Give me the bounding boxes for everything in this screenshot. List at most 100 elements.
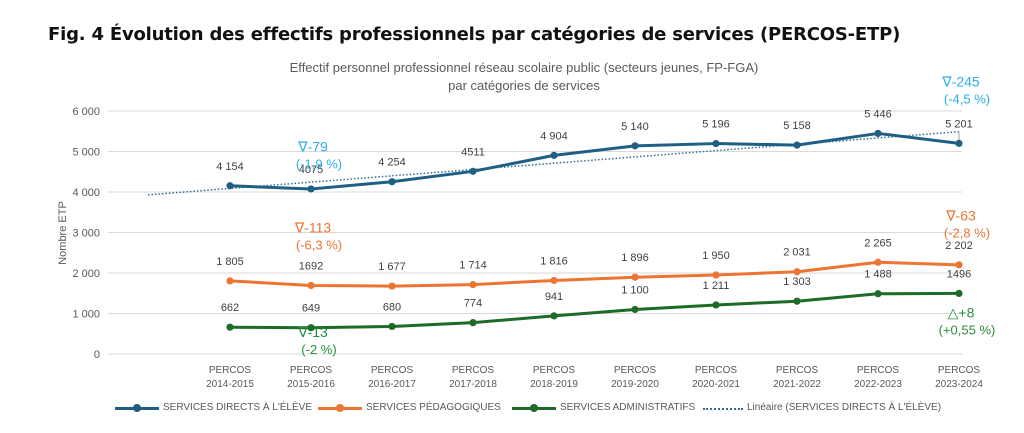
data-label: 2 265: [864, 237, 892, 249]
annotation-percent: (+0,55 %): [939, 323, 996, 338]
legend-label: SERVICES ADMINISTRATIFS: [560, 402, 696, 413]
data-point: [226, 323, 234, 331]
x-tick-line1: PERCOS: [695, 365, 738, 376]
series-line: [229, 291, 960, 330]
series-line: [229, 131, 960, 191]
x-tick-line2: 2023-2024: [935, 379, 983, 390]
data-point: [712, 301, 720, 309]
x-tick-label: PERCOS 2017-2018: [449, 365, 497, 390]
data-label: 5 140: [621, 121, 649, 133]
annotation: △+8 (+0,55 %): [939, 305, 996, 338]
y-tick-label: 2 000: [72, 268, 100, 280]
data-label: 1 896: [621, 252, 649, 264]
data-label: 1 677: [378, 261, 406, 273]
annotation-percent: (-4,5 %): [944, 92, 990, 107]
y-tick-label: 5 000: [72, 147, 100, 159]
annotation: ∇-79 (-1,9 %): [296, 139, 342, 172]
data-label: 4075: [299, 164, 323, 176]
legend: SERVICES DIRECTS À L'ÉLÈVE SERVICES PÉDA…: [0, 402, 1024, 418]
series-3: [226, 289, 963, 332]
data-label: 941: [545, 291, 563, 303]
data-label: 649: [302, 303, 320, 315]
data-point: [712, 271, 720, 279]
data-point: [307, 281, 315, 290]
annotation-delta: ∇-63: [945, 207, 976, 223]
data-point: [793, 268, 801, 276]
annotation-percent: (-6,3 %): [296, 238, 342, 253]
data-label: 4 904: [540, 130, 568, 142]
data-label: 1 805: [216, 256, 244, 268]
line-chart: 0 1 000 2 000 3 000 4 000 5 000 6 000 Nombre E…: [57, 74, 996, 390]
data-point: [955, 261, 963, 269]
annotation-delta: ∇-245: [941, 74, 980, 90]
x-tick-label: PERCOS 2014-2015: [206, 365, 254, 390]
x-tick-label: PERCOS 2021-2022: [773, 365, 821, 390]
annotation-delta: △+8: [948, 305, 975, 321]
annotations: ∇-79(-1,9 %) ∇-245 (-4,5 %) ∇-113 (-6,3 %) ∇-…: [294, 74, 996, 357]
data-point: [955, 289, 963, 298]
data-label: 774: [464, 298, 482, 310]
legend-label: Linéaire (SERVICES DIRECTS À L'ÉLÈVE): [747, 402, 942, 413]
data-label: 2 202: [945, 240, 973, 252]
y-axis-ticks: 0 1 000 2 000 3 000 4 000 5 000 6 000: [72, 106, 100, 361]
data-point: [388, 282, 396, 290]
annotation-percent: (-2 %): [301, 342, 336, 357]
data-label: 1 816: [540, 255, 568, 267]
data-label: 5 446: [864, 108, 892, 120]
legend-swatch: [512, 403, 556, 413]
x-tick-line1: PERCOS: [533, 365, 576, 376]
data-point: [874, 290, 882, 298]
data-label: 4 154: [216, 161, 244, 173]
x-tick-line2: 2014-2015: [206, 379, 254, 390]
legend-item-services-administratifs[interactable]: SERVICES ADMINISTRATIFS: [512, 402, 695, 413]
annotation-delta: ∇-13: [297, 324, 328, 340]
data-label: 2 031: [783, 247, 811, 259]
x-tick-label: PERCOS 2023-2024: [935, 365, 983, 390]
annotation: ∇-13 (-2 %): [297, 324, 337, 357]
data-point: [550, 151, 558, 159]
data-point: [955, 139, 963, 147]
legend-swatch: [703, 403, 743, 413]
data-point: [388, 178, 396, 186]
chart-subtitle: par catégories de services: [448, 78, 600, 93]
x-tick-line2: 2020-2021: [692, 379, 740, 390]
annotation-percent: (-2,8 %): [944, 225, 990, 240]
data-point: [793, 141, 801, 149]
data-point: [307, 185, 315, 193]
annotation: ∇-245 (-4,5 %): [941, 74, 990, 107]
legend-item-services-pedagogiques[interactable]: SERVICES PÉDAGOGIQUES: [318, 402, 501, 413]
y-tick-label: 4 000: [72, 187, 100, 199]
annotation-delta: ∇-79: [297, 139, 328, 155]
data-label: 1 950: [702, 250, 730, 262]
data-point: [631, 142, 639, 150]
data-label: 1 488: [864, 269, 892, 281]
x-tick-line2: 2016-2017: [368, 379, 416, 390]
legend-label: SERVICES DIRECTS À L'ÉLÈVE: [163, 402, 312, 413]
annotation-delta: ∇-113: [294, 220, 332, 236]
data-point: [712, 139, 720, 148]
x-tick-line2: 2018-2019: [530, 379, 578, 390]
series-2: [226, 258, 963, 290]
data-label: 4 254: [378, 157, 406, 169]
series-1: [226, 129, 963, 193]
data-point: [226, 182, 234, 190]
x-tick-label: PERCOS 2018-2019: [530, 365, 578, 390]
data-label: 1 303: [783, 276, 811, 288]
data-point: [550, 312, 558, 320]
data-point: [631, 305, 639, 314]
x-tick-line1: PERCOS: [857, 365, 900, 376]
data-point: [631, 273, 639, 281]
data-point: [469, 319, 477, 327]
legend-item-services-directs[interactable]: SERVICES DIRECTS À L'ÉLÈVE: [115, 402, 312, 413]
legend-item-trendline[interactable]: Linéaire (SERVICES DIRECTS À L'ÉLÈVE): [703, 402, 941, 413]
series-group: [226, 129, 963, 332]
y-tick-label: 6 000: [72, 106, 100, 118]
x-tick-label: PERCOS 2020-2021: [692, 365, 740, 390]
data-label: 5 158: [783, 120, 811, 132]
data-point: [226, 277, 234, 285]
x-tick-line2: 2019-2020: [611, 379, 659, 390]
data-point: [874, 129, 882, 138]
data-label: 662: [221, 302, 239, 314]
data-point: [469, 167, 477, 175]
x-tick-line2: 2015-2016: [287, 379, 335, 390]
